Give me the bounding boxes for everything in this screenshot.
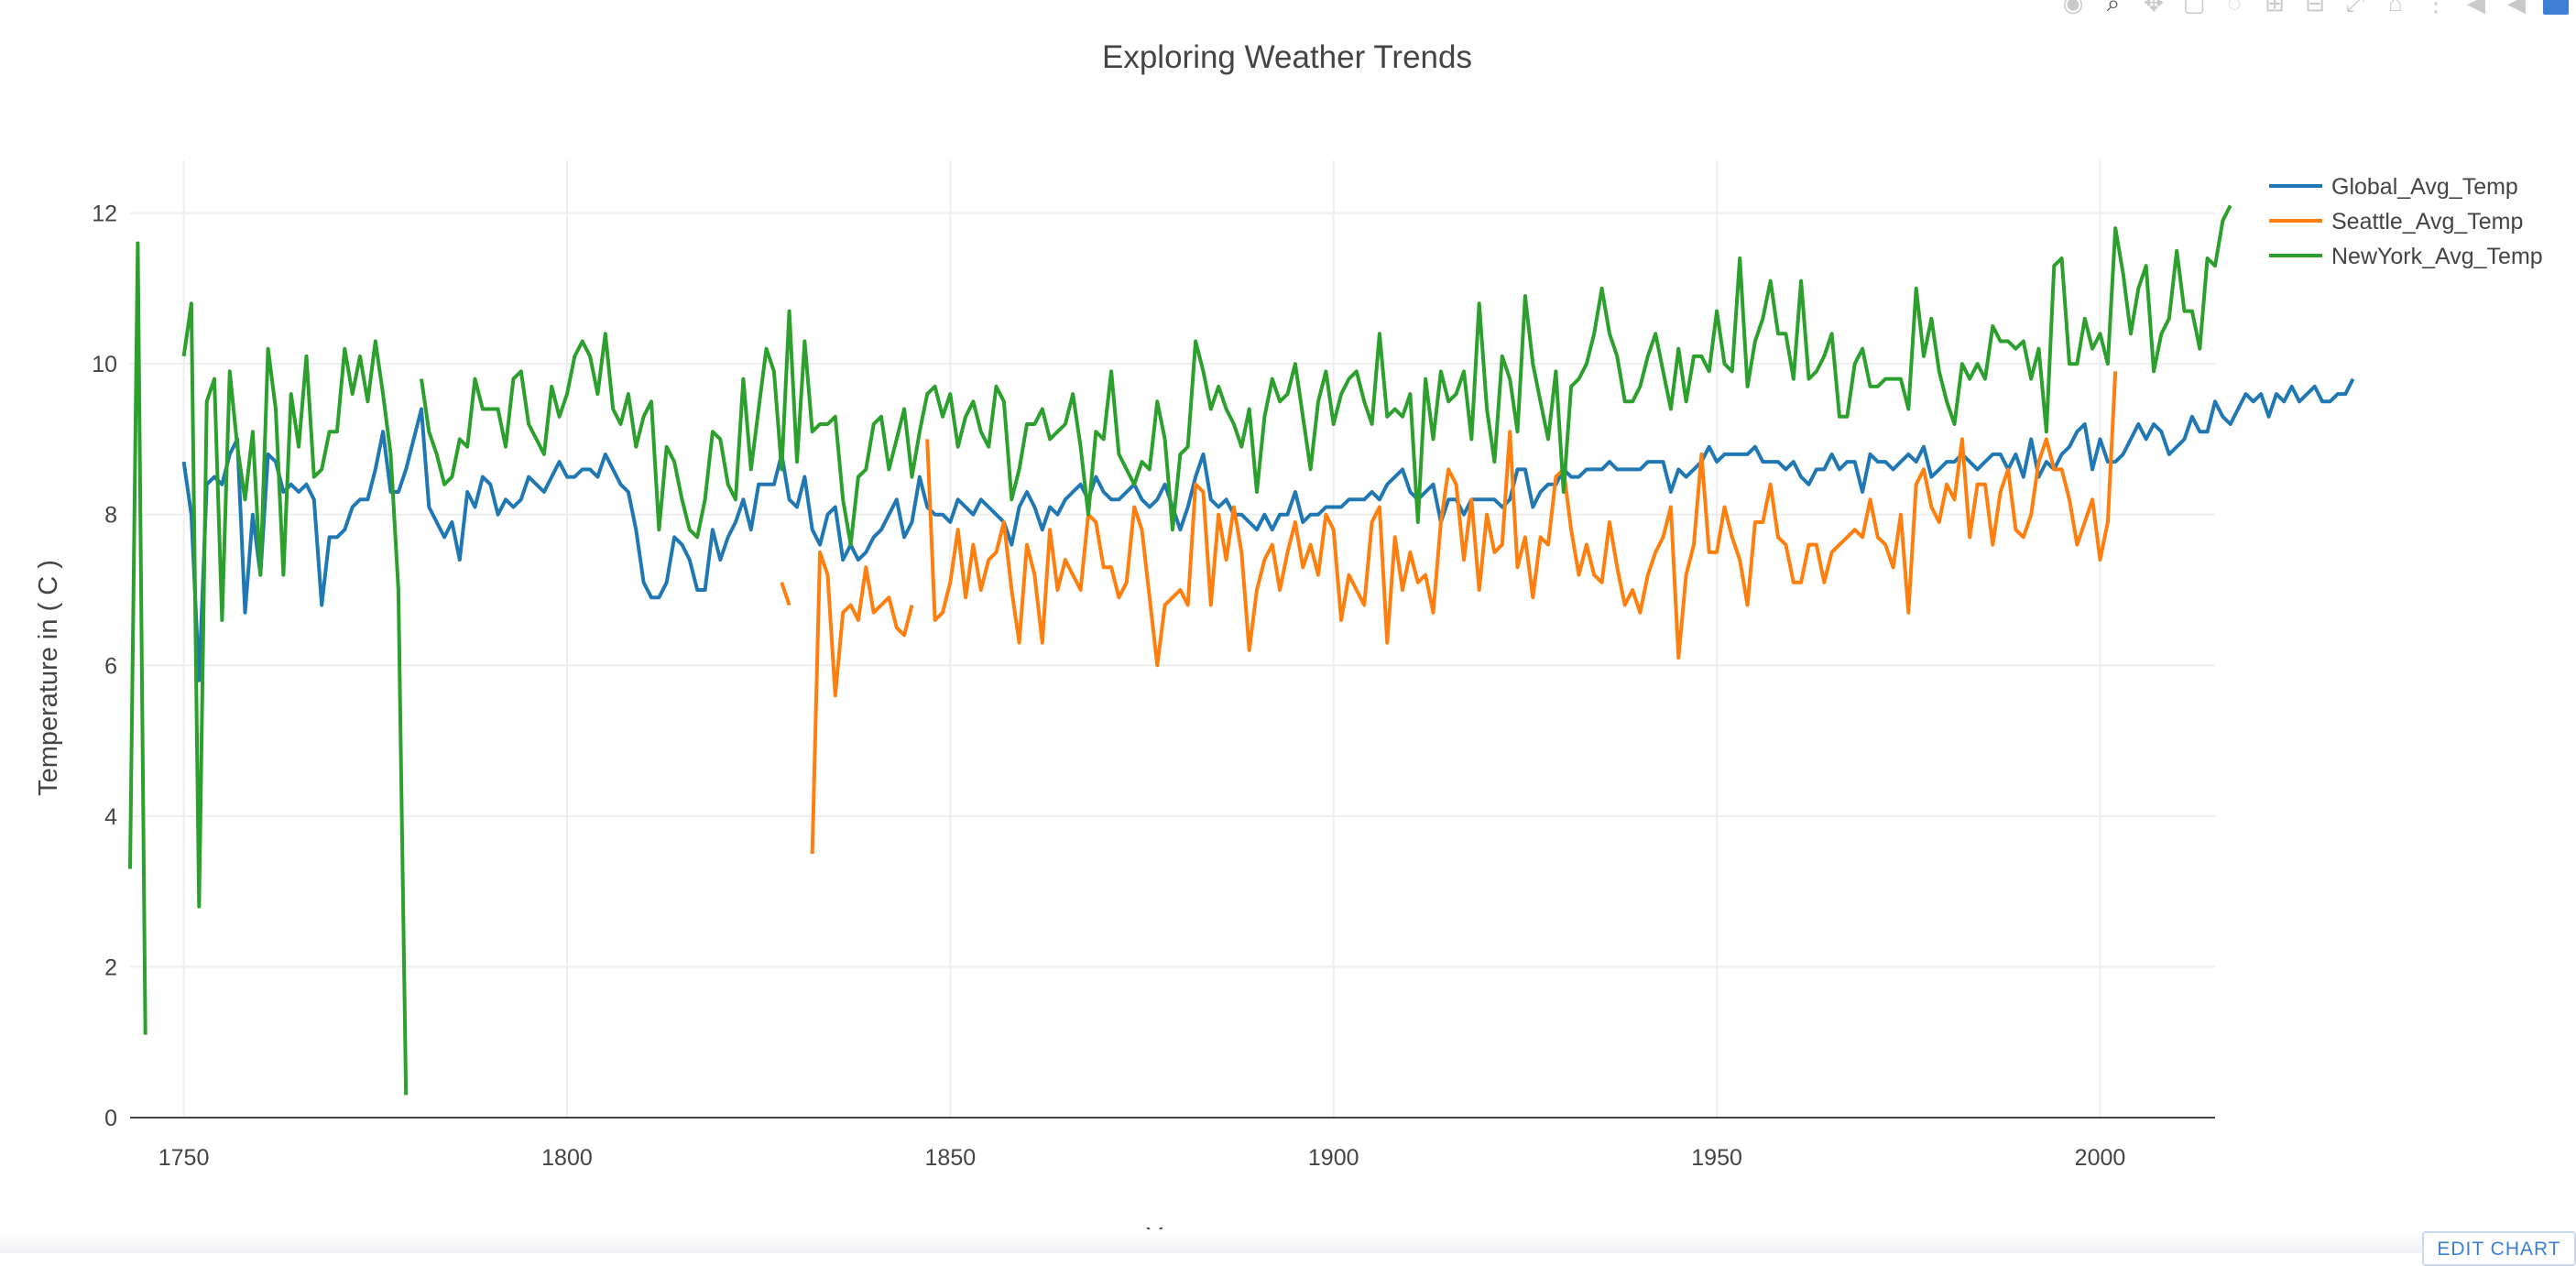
plotly-logo[interactable] bbox=[2543, 0, 2569, 15]
zoom-in-icon[interactable]: ⊞ bbox=[2265, 0, 2285, 16]
series-NewYork_Avg_Temp bbox=[128, 204, 2232, 1096]
legend-label: Global_Avg_Temp bbox=[2331, 174, 2518, 200]
y-tick-label: 0 bbox=[104, 1106, 117, 1131]
series-line bbox=[420, 204, 2232, 547]
legend-label: NewYork_Avg_Temp bbox=[2331, 244, 2543, 269]
series-line bbox=[181, 377, 2355, 682]
legend-item[interactable]: Global_Avg_Temp bbox=[2269, 174, 2518, 200]
hover-closest-icon[interactable]: ◀ bbox=[2467, 0, 2485, 16]
modebar-toolbar: ◉ ⌕ ✥ ▢ ◌ ⊞ ⊟ ⤢ ⌂ ⋮ ◀ ◀ bbox=[2059, 0, 2569, 16]
hover-compare-icon[interactable]: ◀ bbox=[2507, 0, 2526, 16]
pan-icon[interactable]: ✥ bbox=[2144, 0, 2164, 16]
spike-lines-icon[interactable]: ⋮ bbox=[2424, 0, 2448, 16]
legend[interactable]: Global_Avg_Temp Seattle_Avg_Temp NewYork_A… bbox=[2269, 174, 2543, 269]
series-line bbox=[780, 582, 791, 606]
series-line bbox=[925, 371, 2118, 668]
y-tick-label: 10 bbox=[92, 352, 117, 377]
series-Seattle_Avg_Temp bbox=[780, 371, 2118, 855]
axes: 0 2 4 6 8 10 12 1750 1800 1850 1900 1950 2000 bbox=[92, 202, 2215, 1171]
x-tick-label: 1950 bbox=[1691, 1145, 1742, 1171]
edit-chart-button[interactable]: EDIT CHART bbox=[2422, 1231, 2576, 1266]
gridlines bbox=[130, 160, 2215, 1118]
zoom-icon[interactable]: ⌕ bbox=[2106, 0, 2121, 16]
y-tick-label: 6 bbox=[104, 653, 117, 679]
box-select-icon[interactable]: ▢ bbox=[2182, 0, 2206, 16]
legend-item[interactable]: Seattle_Avg_Temp bbox=[2269, 209, 2523, 235]
autoscale-icon[interactable]: ⤢ bbox=[2345, 0, 2365, 16]
y-axis-title: Temperature in ( C ) bbox=[34, 560, 63, 796]
series-Global_Avg_Temp bbox=[181, 377, 2355, 682]
chart-title: Exploring Weather Trends bbox=[1102, 39, 1472, 75]
reset-axes-icon[interactable]: ⌂ bbox=[2388, 0, 2403, 16]
zoom-out-icon[interactable]: ⊟ bbox=[2305, 0, 2325, 16]
lasso-icon[interactable]: ◌ bbox=[2227, 0, 2242, 16]
series-line bbox=[810, 550, 914, 855]
legend-item[interactable]: NewYork_Avg_Temp bbox=[2269, 244, 2543, 269]
y-tick-label: 12 bbox=[92, 202, 117, 227]
y-tick-label: 8 bbox=[104, 503, 117, 529]
series-line bbox=[181, 301, 409, 1096]
x-tick-label: 1900 bbox=[1308, 1145, 1359, 1171]
y-tick-label: 4 bbox=[104, 804, 117, 830]
x-tick-label: 1800 bbox=[541, 1145, 593, 1171]
x-tick-label: 2000 bbox=[2075, 1145, 2126, 1171]
camera-icon[interactable]: ◉ bbox=[2062, 0, 2084, 16]
legend-label: Seattle_Avg_Temp bbox=[2331, 209, 2523, 235]
footer-bar bbox=[0, 1229, 2576, 1253]
series-lines bbox=[128, 204, 2355, 1096]
x-tick-label: 1850 bbox=[925, 1145, 977, 1171]
x-tick-label: 1750 bbox=[158, 1145, 210, 1171]
y-tick-label: 2 bbox=[104, 955, 117, 980]
series-line bbox=[128, 241, 147, 1035]
